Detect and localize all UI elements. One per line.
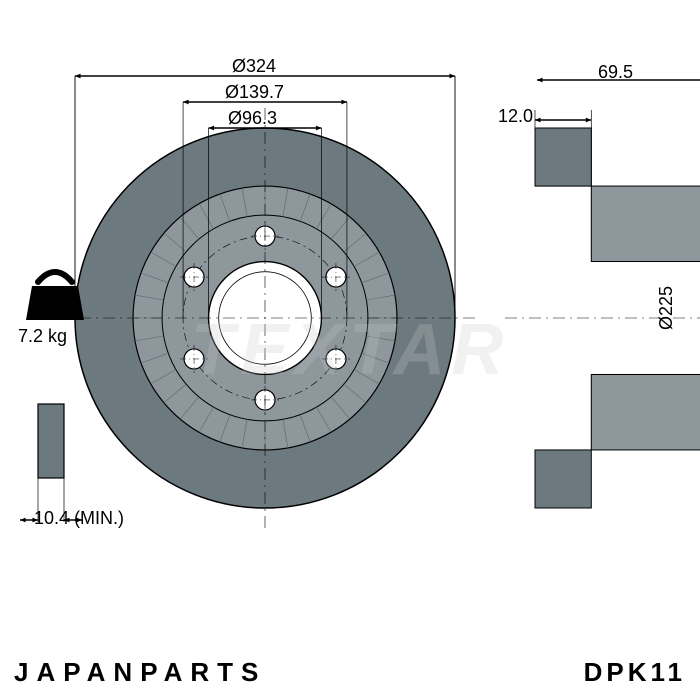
dim-outer-diameter: Ø324 xyxy=(232,56,276,77)
dim-center-bore-diameter: Ø96.3 xyxy=(228,108,277,129)
manufacturer-label: JAPANPARTS xyxy=(14,657,266,688)
dim-flange-diameter: Ø225 xyxy=(656,286,677,330)
brand-bar: JAPANPARTS DPK11 xyxy=(0,644,700,700)
dim-weight-value: 7.2 kg xyxy=(18,326,67,347)
part-number-label: DPK11 xyxy=(584,657,686,688)
dim-thickness: 12.0 xyxy=(498,106,533,127)
dim-min-thickness: 10.4 (MIN.) xyxy=(34,508,124,529)
dim-offset-depth: 69.5 xyxy=(598,62,633,83)
dim-bolt-circle-diameter: Ø139.7 xyxy=(225,82,284,103)
technical-drawing xyxy=(0,0,700,700)
